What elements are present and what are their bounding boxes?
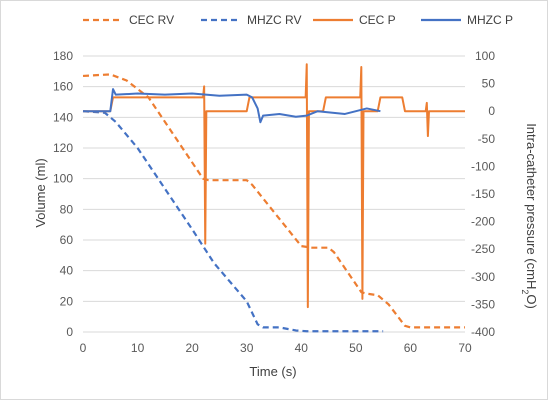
axis-ticks: 020406080100120140160180-400-350-300-250… bbox=[53, 49, 495, 355]
y-right-tick-label--250: -250 bbox=[471, 242, 495, 256]
legend-label-mhzc-rv: MHZC RV bbox=[247, 13, 301, 27]
y-right-tick-label--300: -300 bbox=[471, 270, 495, 284]
x-tick-label-60: 60 bbox=[404, 341, 418, 355]
y-left-tick-label-60: 60 bbox=[60, 233, 74, 247]
series-line-cec-rv bbox=[82, 73, 465, 329]
y-right-tick-label--100: -100 bbox=[471, 159, 495, 173]
x-tick-label-30: 30 bbox=[240, 341, 254, 355]
y-axis-left-title: Volume (ml) bbox=[33, 158, 48, 227]
x-tick-label-0: 0 bbox=[80, 341, 87, 355]
y-left-tick-label-20: 20 bbox=[60, 294, 74, 308]
series-line-cec-p bbox=[83, 63, 465, 309]
y-axis-right-title-suffix: O) bbox=[524, 294, 539, 308]
series-line-mhzc-rv bbox=[82, 110, 384, 333]
x-tick-label-70: 70 bbox=[458, 341, 472, 355]
gridlines bbox=[83, 55, 465, 333]
x-tick-label-20: 20 bbox=[185, 341, 199, 355]
y-left-tick-label-80: 80 bbox=[60, 202, 74, 216]
y-left-tick-label-120: 120 bbox=[53, 141, 73, 155]
legend-label-cec-rv: CEC RV bbox=[129, 13, 174, 27]
x-tick-label-50: 50 bbox=[349, 341, 363, 355]
y-axis-right-title-main: Intra-catheter pressure (cmH bbox=[524, 123, 539, 289]
y-left-tick-label-140: 140 bbox=[53, 110, 73, 124]
y-axis-right-title: Intra-catheter pressure (cmH2O) bbox=[520, 123, 539, 309]
y-axis-right-title-subscript: 2 bbox=[520, 289, 530, 294]
y-right-tick-label-50: 50 bbox=[482, 77, 496, 91]
x-tick-label-40: 40 bbox=[295, 341, 309, 355]
y-right-tick-label--50: -50 bbox=[478, 132, 496, 146]
x-tick-label-10: 10 bbox=[131, 341, 145, 355]
legend-label-mhzc-p: MHZC P bbox=[467, 13, 513, 27]
y-left-tick-label-100: 100 bbox=[53, 172, 73, 186]
legend-label-cec-p: CEC P bbox=[359, 13, 396, 27]
legend: CEC RV MHZC RV CEC P MHZC P bbox=[83, 13, 513, 27]
y-left-tick-label-40: 40 bbox=[60, 264, 74, 278]
y-right-tick-label--200: -200 bbox=[471, 215, 495, 229]
y-right-tick-label--350: -350 bbox=[471, 297, 495, 311]
y-right-tick-label-100: 100 bbox=[475, 49, 495, 63]
y-right-tick-label-0: 0 bbox=[488, 104, 495, 118]
y-left-tick-label-160: 160 bbox=[53, 80, 73, 94]
y-left-tick-label-180: 180 bbox=[53, 49, 73, 63]
x-axis-title: Time (s) bbox=[249, 364, 296, 379]
y-left-tick-label-0: 0 bbox=[66, 325, 73, 339]
series-line-mhzc-p bbox=[83, 88, 381, 124]
y-right-tick-label--400: -400 bbox=[471, 325, 495, 339]
plot-series bbox=[82, 63, 465, 333]
y-right-tick-label--150: -150 bbox=[471, 187, 495, 201]
